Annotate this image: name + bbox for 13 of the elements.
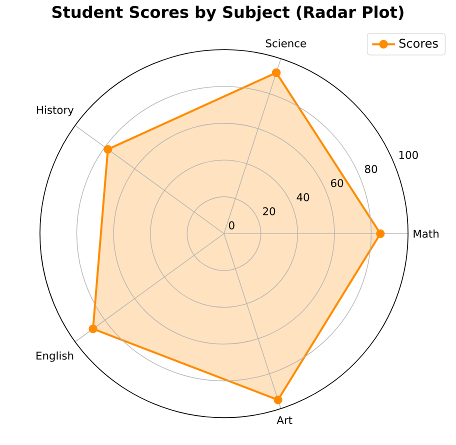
spoke-label: Math [414, 230, 438, 238]
chart-title: Student Scores by Subject (Radar Plot) [52, 6, 404, 22]
spoke-label: Science [266, 39, 306, 48]
y-tick-label: 60 [331, 179, 344, 188]
y-tick-label: 40 [296, 193, 310, 202]
spoke-label: Art [276, 416, 292, 424]
y-tick-label: 80 [364, 164, 378, 174]
spoke-label: English [36, 351, 74, 362]
y-tick-label: 100 [399, 150, 418, 159]
y-tick-label: 20 [263, 207, 276, 216]
legend-label: Scores [399, 38, 438, 48]
y-tick-label: 0 [228, 221, 234, 230]
spoke-label: History [37, 106, 74, 116]
